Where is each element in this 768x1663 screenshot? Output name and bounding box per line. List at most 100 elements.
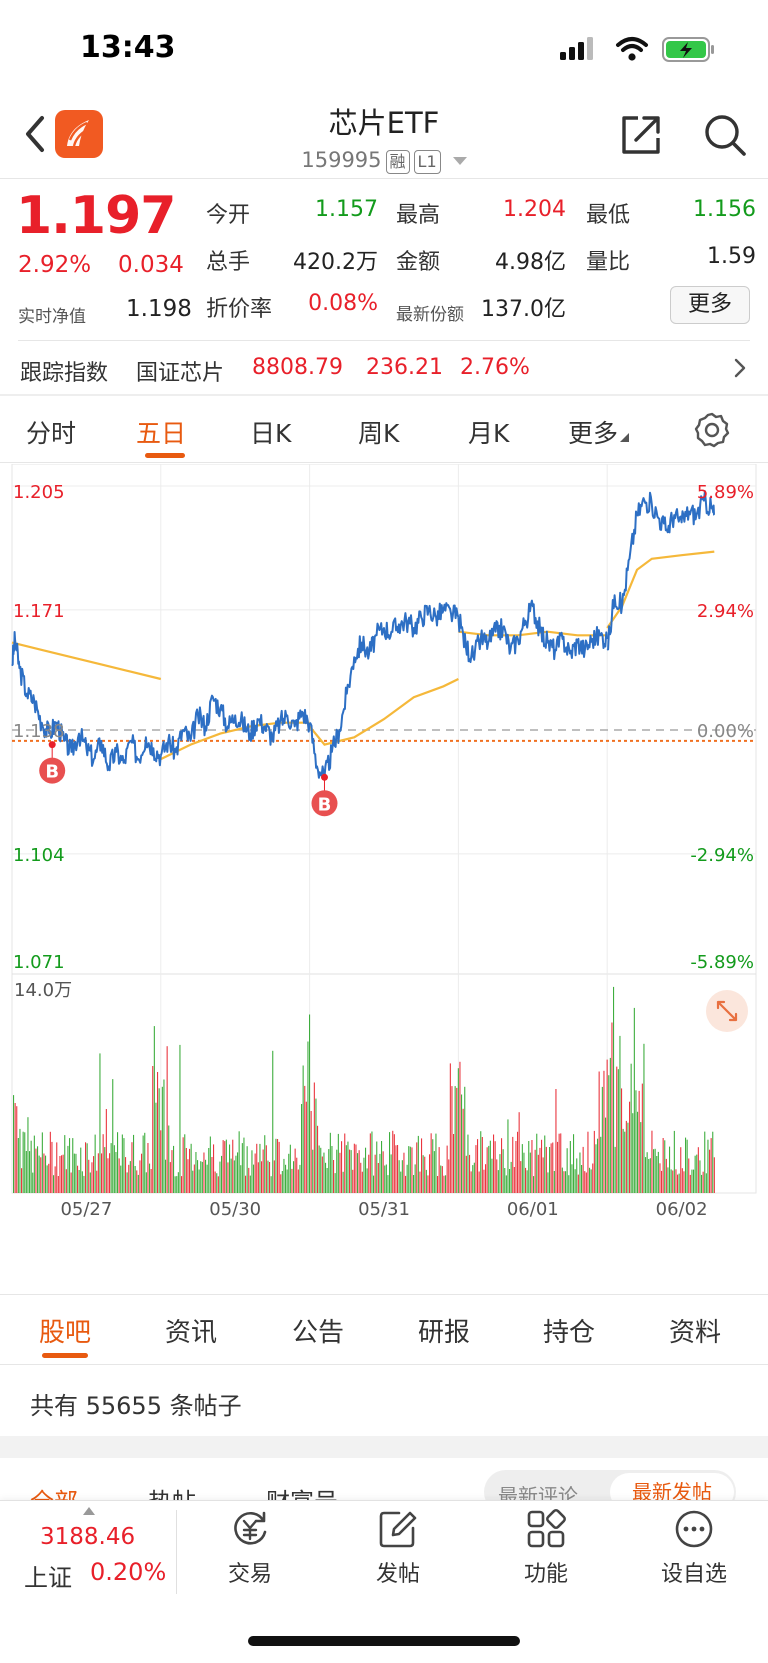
tab-research[interactable]: 研报	[418, 1318, 471, 1348]
volume-bar	[278, 1141, 280, 1193]
last-price: 1.197	[16, 186, 176, 246]
volume-bar	[185, 1148, 187, 1193]
volume-bar	[105, 1109, 107, 1193]
volume-bar	[621, 1088, 623, 1193]
volume-bar	[86, 1143, 88, 1193]
volume-bar	[208, 1148, 210, 1193]
volume-bar	[248, 1167, 250, 1193]
volume-bar	[611, 1022, 613, 1193]
market-index-name[interactable]: 上证	[24, 1564, 72, 1592]
volume-bar	[577, 1174, 579, 1193]
volume-ratio-label: 量比	[586, 250, 631, 275]
volume-bar	[163, 1079, 165, 1193]
volume-bar	[269, 1162, 271, 1193]
share-icon[interactable]	[618, 112, 664, 158]
volume-bar	[465, 1155, 467, 1193]
x-tick-label: 05/31	[358, 1199, 410, 1220]
volume-bar	[491, 1158, 493, 1193]
volume-bar	[686, 1139, 688, 1193]
volume-bar	[334, 1173, 336, 1193]
volume-bar	[296, 1157, 298, 1193]
y-tick-right: 0.00%	[697, 721, 754, 742]
volume-bar	[169, 1162, 171, 1193]
tab-announcements[interactable]: 公告	[292, 1318, 345, 1348]
more-button[interactable]: 更多	[670, 286, 750, 324]
volume-bar	[701, 1174, 703, 1193]
nav-add-watchlist-button[interactable]: 设自选	[634, 1508, 754, 1588]
volume-bar	[283, 1158, 285, 1193]
volume-bar	[310, 1111, 312, 1193]
volume-bar	[606, 1059, 608, 1193]
volume-bar	[329, 1132, 331, 1193]
tab-intraday[interactable]: 分时	[26, 419, 77, 448]
market-index-value[interactable]: 3188.46	[40, 1524, 136, 1550]
volume-bar	[70, 1172, 72, 1193]
volume-bar	[40, 1157, 42, 1193]
volume-bar	[245, 1175, 247, 1193]
volume-bar	[409, 1146, 411, 1193]
volume-bar	[99, 1053, 101, 1193]
volume-bar	[321, 1156, 323, 1193]
volume-bar	[259, 1143, 261, 1193]
nav-functions-button[interactable]: 功能	[486, 1508, 606, 1588]
volume-bar	[613, 986, 615, 1193]
volume-bar	[485, 1164, 487, 1193]
tab-holdings[interactable]: 持仓	[543, 1318, 596, 1348]
volume-bar	[520, 1161, 522, 1193]
volume-bar	[173, 1145, 175, 1193]
expand-icon[interactable]	[706, 990, 748, 1032]
gear-icon[interactable]	[694, 412, 730, 448]
volume-bar	[265, 1145, 267, 1193]
tracking-index-name[interactable]: 国证芯片	[136, 361, 225, 386]
volume-bar	[376, 1141, 378, 1193]
volume-bar	[461, 1094, 463, 1193]
volume-bar	[126, 1172, 128, 1193]
volume-bar	[499, 1154, 501, 1193]
tab-daily-k[interactable]: 日K	[250, 419, 292, 448]
volume-bar	[440, 1165, 442, 1193]
volume-bar	[110, 1143, 112, 1193]
volume-bar	[174, 1176, 176, 1193]
volume-bar	[649, 1158, 651, 1193]
volume-bar	[240, 1165, 242, 1193]
volume-bar	[209, 1136, 211, 1193]
volume-bar	[387, 1175, 389, 1193]
logo-icon	[67, 120, 92, 147]
average-price-line	[308, 678, 459, 746]
volume-bar	[673, 1130, 675, 1193]
tab-news[interactable]: 资讯	[165, 1318, 218, 1348]
volume-bar	[158, 1088, 160, 1193]
five-day-chart[interactable]: BB 1.205 5.89%1.171 2.94%1.138 0.00%1.104 -2…	[0, 464, 768, 1272]
tab-forum[interactable]: 股吧	[39, 1318, 92, 1348]
tab-profile[interactable]: 资料	[669, 1318, 722, 1348]
volume-bar	[669, 1146, 671, 1193]
nav-post-button[interactable]: 发帖	[338, 1508, 458, 1588]
tab-five-day[interactable]: 五日	[136, 419, 187, 448]
volume-bar	[237, 1152, 239, 1193]
tab-more[interactable]: 更多	[568, 414, 630, 450]
volume-bar	[233, 1160, 235, 1193]
average-price-line	[11, 641, 162, 681]
average-price-line	[606, 550, 715, 629]
volume-bar	[494, 1141, 496, 1193]
volume-bar	[422, 1155, 424, 1193]
search-icon[interactable]	[702, 112, 748, 158]
volume-bar	[521, 1144, 523, 1193]
nav-trade-button[interactable]: 交易	[190, 1508, 310, 1588]
volume-bar	[681, 1168, 683, 1193]
tab-monthly-k[interactable]: 月K	[468, 419, 510, 448]
more-dots-icon	[675, 1510, 713, 1548]
chevron-right-icon[interactable]	[730, 356, 750, 380]
volume-bar	[709, 1149, 711, 1193]
volume-bar	[437, 1176, 439, 1193]
dropdown-caret-icon[interactable]	[452, 157, 467, 165]
back-icon[interactable]	[18, 112, 52, 156]
volume-bar	[272, 1050, 274, 1193]
volume-bar	[289, 1144, 291, 1193]
market-index-change[interactable]: 0.20%	[90, 1558, 167, 1586]
tab-weekly-k[interactable]: 周K	[358, 419, 400, 448]
volume-bar	[413, 1175, 415, 1193]
volume-bar	[702, 1171, 704, 1193]
volume-bar	[305, 1101, 307, 1193]
volume-bar	[97, 1153, 99, 1193]
